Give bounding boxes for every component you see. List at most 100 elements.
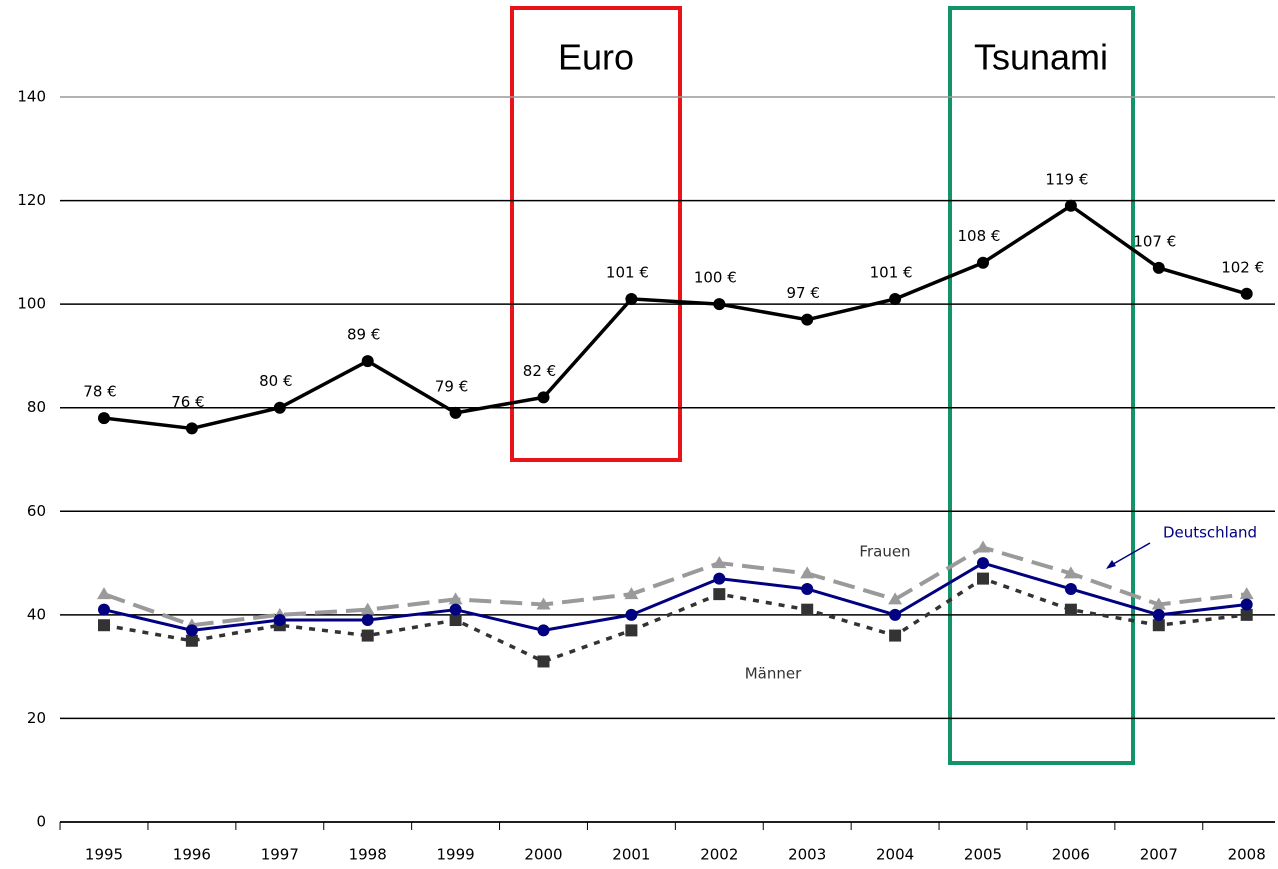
point — [977, 256, 989, 269]
point — [361, 614, 374, 627]
point — [98, 412, 110, 425]
point — [712, 556, 727, 569]
point — [1152, 619, 1165, 632]
point — [1152, 608, 1165, 621]
value-label: 100 € — [694, 269, 737, 287]
point — [888, 592, 903, 605]
arrow-head — [1106, 560, 1116, 569]
point — [537, 391, 550, 404]
x-tick-label: 1998 — [349, 846, 387, 864]
point — [889, 629, 902, 642]
point — [273, 401, 286, 414]
value-label: 97 € — [786, 284, 819, 302]
y-tick-label: 140 — [17, 88, 46, 106]
point — [536, 597, 551, 610]
point — [449, 614, 462, 627]
x-tick-label: 2005 — [964, 846, 1002, 864]
series-line — [103, 204, 1248, 431]
x-tick-label: 2003 — [788, 846, 826, 864]
series-label: Männer — [745, 665, 802, 683]
point — [98, 619, 110, 632]
point — [361, 355, 374, 368]
point — [713, 588, 726, 601]
y-tick-label: 100 — [17, 295, 46, 313]
point — [1240, 608, 1253, 621]
value-label: 108 € — [958, 227, 1001, 245]
point — [1239, 587, 1254, 600]
point — [98, 603, 110, 616]
value-label: 101 € — [870, 263, 913, 281]
value-label: 78 € — [83, 383, 116, 401]
point — [537, 655, 550, 668]
point — [1064, 199, 1077, 212]
value-label: 80 € — [259, 372, 292, 390]
x-tick-label: 2004 — [876, 846, 914, 864]
x-tick-label: 2008 — [1228, 846, 1266, 864]
x-tick-label: 2002 — [700, 846, 738, 864]
y-tick-label: 60 — [27, 502, 46, 520]
point — [449, 603, 462, 616]
point — [185, 624, 198, 637]
point — [1063, 566, 1078, 579]
series-label: Frauen — [859, 543, 910, 561]
point — [801, 603, 814, 616]
annotation: Tsunami — [974, 37, 1108, 78]
point — [185, 634, 198, 647]
value-label: 82 € — [523, 362, 556, 380]
point — [889, 608, 902, 621]
value-label: 89 € — [347, 326, 380, 344]
y-tick-label: 40 — [27, 605, 46, 623]
series-line — [103, 576, 1247, 664]
x-tick-label: 2007 — [1140, 846, 1178, 864]
y-tick-label: 120 — [17, 191, 46, 209]
point — [1064, 603, 1077, 616]
point — [625, 608, 638, 621]
value-label: 107 € — [1133, 232, 1176, 250]
x-tick-label: 2001 — [612, 846, 650, 864]
annotation: Euro — [558, 37, 634, 78]
point — [449, 406, 462, 419]
point — [625, 624, 638, 637]
series-label: Deutschland — [1163, 524, 1257, 542]
point — [800, 566, 815, 579]
point — [801, 582, 814, 595]
point — [801, 313, 814, 326]
y-tick-label: 80 — [27, 398, 46, 416]
value-label: 76 € — [171, 393, 204, 411]
x-tick-label: 2006 — [1052, 846, 1090, 864]
y-tick-label: 20 — [27, 709, 46, 727]
value-label: 101 € — [606, 263, 649, 281]
point — [977, 572, 989, 585]
point — [1240, 598, 1253, 611]
point — [713, 298, 726, 311]
x-tick-label: 1996 — [173, 846, 211, 864]
arrow — [1107, 542, 1151, 568]
x-tick-label: 2000 — [524, 846, 562, 864]
y-tick-label: 0 — [36, 813, 46, 831]
point — [361, 629, 374, 642]
x-tick-label: 1995 — [85, 846, 123, 864]
x-tick-label: 1997 — [261, 846, 299, 864]
point — [273, 614, 286, 627]
value-label: 119 € — [1045, 170, 1088, 188]
point — [976, 540, 990, 553]
point — [537, 624, 550, 637]
point — [97, 587, 111, 600]
point — [185, 422, 198, 435]
point — [625, 292, 638, 305]
point — [977, 557, 989, 570]
point — [1152, 261, 1165, 274]
point — [1064, 582, 1077, 595]
point — [1151, 597, 1166, 610]
point — [1240, 287, 1253, 300]
x-tick-label: 1999 — [437, 846, 475, 864]
point — [360, 602, 375, 615]
value-label: 102 € — [1221, 258, 1264, 276]
value-label: 79 € — [435, 377, 468, 395]
point — [448, 592, 463, 605]
series-line — [103, 545, 1247, 628]
point — [624, 587, 639, 600]
euro-box — [510, 6, 682, 462]
point — [889, 292, 902, 305]
